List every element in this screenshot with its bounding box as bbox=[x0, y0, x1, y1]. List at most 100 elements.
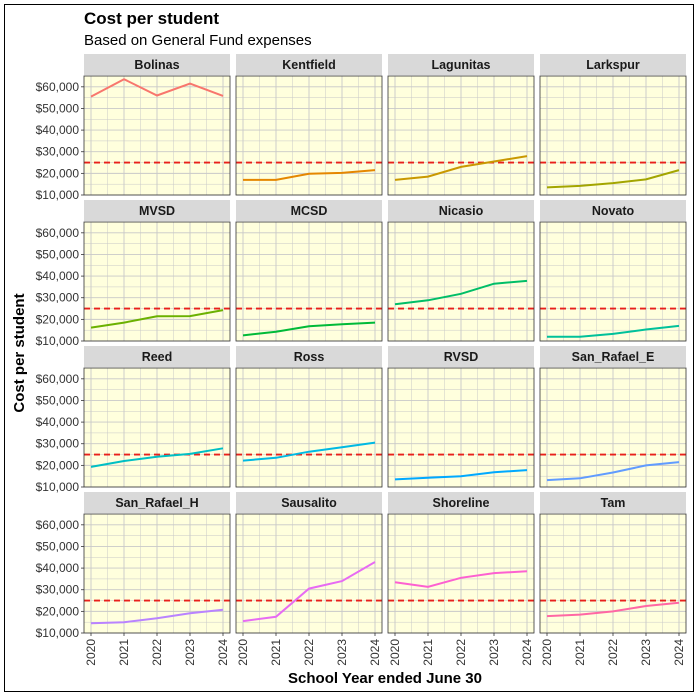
facet-strip bbox=[388, 54, 534, 75]
x-axis-title: School Year ended June 30 bbox=[288, 670, 482, 687]
y-tick-label: $10,000 bbox=[36, 334, 80, 348]
facet-panel-lagunitas: Lagunitas bbox=[387, 54, 535, 196]
facet-strip-label: Bolinas bbox=[134, 58, 179, 72]
x-tick-label: 2024 bbox=[520, 639, 534, 666]
x-tick-label: 2020 bbox=[388, 639, 402, 666]
y-tick-label: $40,000 bbox=[36, 269, 80, 283]
y-tick-label: $50,000 bbox=[36, 539, 80, 553]
y-tick-label: $50,000 bbox=[36, 247, 80, 261]
x-tick-label: 2024 bbox=[672, 639, 686, 666]
series-line bbox=[394, 279, 528, 306]
x-tick-label: 2022 bbox=[454, 639, 468, 666]
facet-strip-label: Larkspur bbox=[586, 58, 640, 72]
x-tick-label: 2023 bbox=[183, 639, 197, 666]
facet-strip bbox=[540, 54, 686, 75]
facet-strip-label: Novato bbox=[592, 204, 635, 218]
panel-border bbox=[83, 367, 231, 488]
facet-strip bbox=[84, 54, 230, 75]
x-tick-label: 2020 bbox=[236, 639, 250, 666]
y-tick-label: $10,000 bbox=[36, 188, 80, 202]
panel-border bbox=[539, 367, 687, 488]
panel-border bbox=[235, 367, 383, 488]
facet-panel-tam: Tam 2020 2021 2022 2023 2024 bbox=[539, 492, 687, 666]
facet-strip bbox=[236, 492, 382, 513]
facet-panel-san-rafael-h: San_Rafael_H $10,000 $20,000 $30,000 $40,000… bbox=[36, 492, 231, 666]
series-line bbox=[394, 469, 528, 481]
chart-title: Cost per student bbox=[84, 9, 219, 28]
series-line bbox=[394, 570, 528, 588]
facet-strip bbox=[236, 54, 382, 75]
facet-strip-label: San_Rafael_H bbox=[115, 496, 198, 510]
x-tick-label: 2022 bbox=[150, 639, 164, 666]
facet-strip bbox=[84, 492, 230, 513]
panel-border bbox=[235, 75, 383, 196]
y-tick-label: $30,000 bbox=[36, 145, 80, 159]
facet-strip-label: Tam bbox=[601, 496, 626, 510]
x-tick-label: 2021 bbox=[421, 639, 435, 666]
series-line bbox=[242, 321, 376, 337]
y-tick-label: $30,000 bbox=[36, 291, 80, 305]
y-tick-label: $50,000 bbox=[36, 393, 80, 407]
y-tick-label: $40,000 bbox=[36, 561, 80, 575]
facet-panel-mcsd: MCSD bbox=[235, 200, 383, 342]
panel-border bbox=[539, 75, 687, 196]
facet-panel-larkspur: Larkspur bbox=[539, 54, 687, 196]
y-tick-label: $20,000 bbox=[36, 312, 80, 326]
y-tick-label: $50,000 bbox=[36, 101, 80, 115]
series-line bbox=[90, 309, 224, 329]
facet-strip-label: San_Rafael_E bbox=[572, 350, 655, 364]
x-tick-label: 2022 bbox=[606, 639, 620, 666]
facet-panel-reed: Reed $10,000 $20,000 $30,000 $40,000 $50,000 $… bbox=[36, 346, 231, 494]
y-tick-label: $30,000 bbox=[36, 583, 80, 597]
x-tick-label: 2023 bbox=[639, 639, 653, 666]
facet-panels: Bolinas $10,000 $20,000 $30,000 $40,000 $50,0… bbox=[36, 54, 687, 666]
facet-panel-san-rafael-e: San_Rafael_E bbox=[539, 346, 687, 488]
facet-strip-label: Lagunitas bbox=[431, 58, 490, 72]
facet-strip-label: Kentfield bbox=[282, 58, 335, 72]
x-tick-label: 2020 bbox=[84, 639, 98, 666]
x-tick-label: 2023 bbox=[335, 639, 349, 666]
y-axis-title: Cost per student bbox=[11, 293, 28, 412]
facet-panel-novato: Novato bbox=[539, 200, 687, 342]
panel-border bbox=[387, 221, 535, 342]
series-line bbox=[242, 441, 376, 462]
facet-strip-label: MVSD bbox=[139, 204, 175, 218]
facet-strip bbox=[236, 346, 382, 367]
y-tick-label: $60,000 bbox=[36, 372, 80, 386]
facet-strip-label: RVSD bbox=[444, 350, 479, 364]
facet-strip-label: Shoreline bbox=[433, 496, 490, 510]
facet-strip bbox=[540, 492, 686, 513]
facet-strip bbox=[84, 346, 230, 367]
series-line bbox=[90, 608, 224, 625]
facet-strip bbox=[388, 200, 534, 221]
y-tick-label: $20,000 bbox=[36, 604, 80, 618]
x-tick-label: 2021 bbox=[573, 639, 587, 666]
panel-border bbox=[539, 221, 687, 342]
y-tick-label: $60,000 bbox=[36, 80, 80, 94]
y-tick-label: $60,000 bbox=[36, 518, 80, 532]
y-tick-label: $40,000 bbox=[36, 123, 80, 137]
series-line bbox=[394, 155, 528, 181]
panel-border bbox=[387, 367, 535, 488]
facet-strip-label: Nicasio bbox=[439, 204, 484, 218]
y-tick-label: $30,000 bbox=[36, 437, 80, 451]
series-line bbox=[242, 561, 376, 623]
panel-border bbox=[83, 221, 231, 342]
x-tick-label: 2022 bbox=[302, 639, 316, 666]
y-tick-label: $20,000 bbox=[36, 166, 80, 180]
facet-strip bbox=[84, 200, 230, 221]
y-tick-label: $10,000 bbox=[36, 480, 80, 494]
series-line bbox=[547, 324, 680, 338]
y-tick-label: $40,000 bbox=[36, 415, 80, 429]
x-tick-label: 2024 bbox=[368, 639, 382, 666]
x-tick-label: 2024 bbox=[216, 639, 230, 666]
facet-strip bbox=[236, 200, 382, 221]
facet-panel-ross: Ross bbox=[235, 346, 383, 488]
facet-strip bbox=[388, 346, 534, 367]
panel-border bbox=[83, 75, 231, 196]
x-tick-label: 2021 bbox=[117, 639, 131, 666]
facet-panel-rvsd: RVSD bbox=[387, 346, 535, 488]
facet-strip-label: Reed bbox=[142, 350, 173, 364]
facet-strip-label: Ross bbox=[294, 350, 325, 364]
